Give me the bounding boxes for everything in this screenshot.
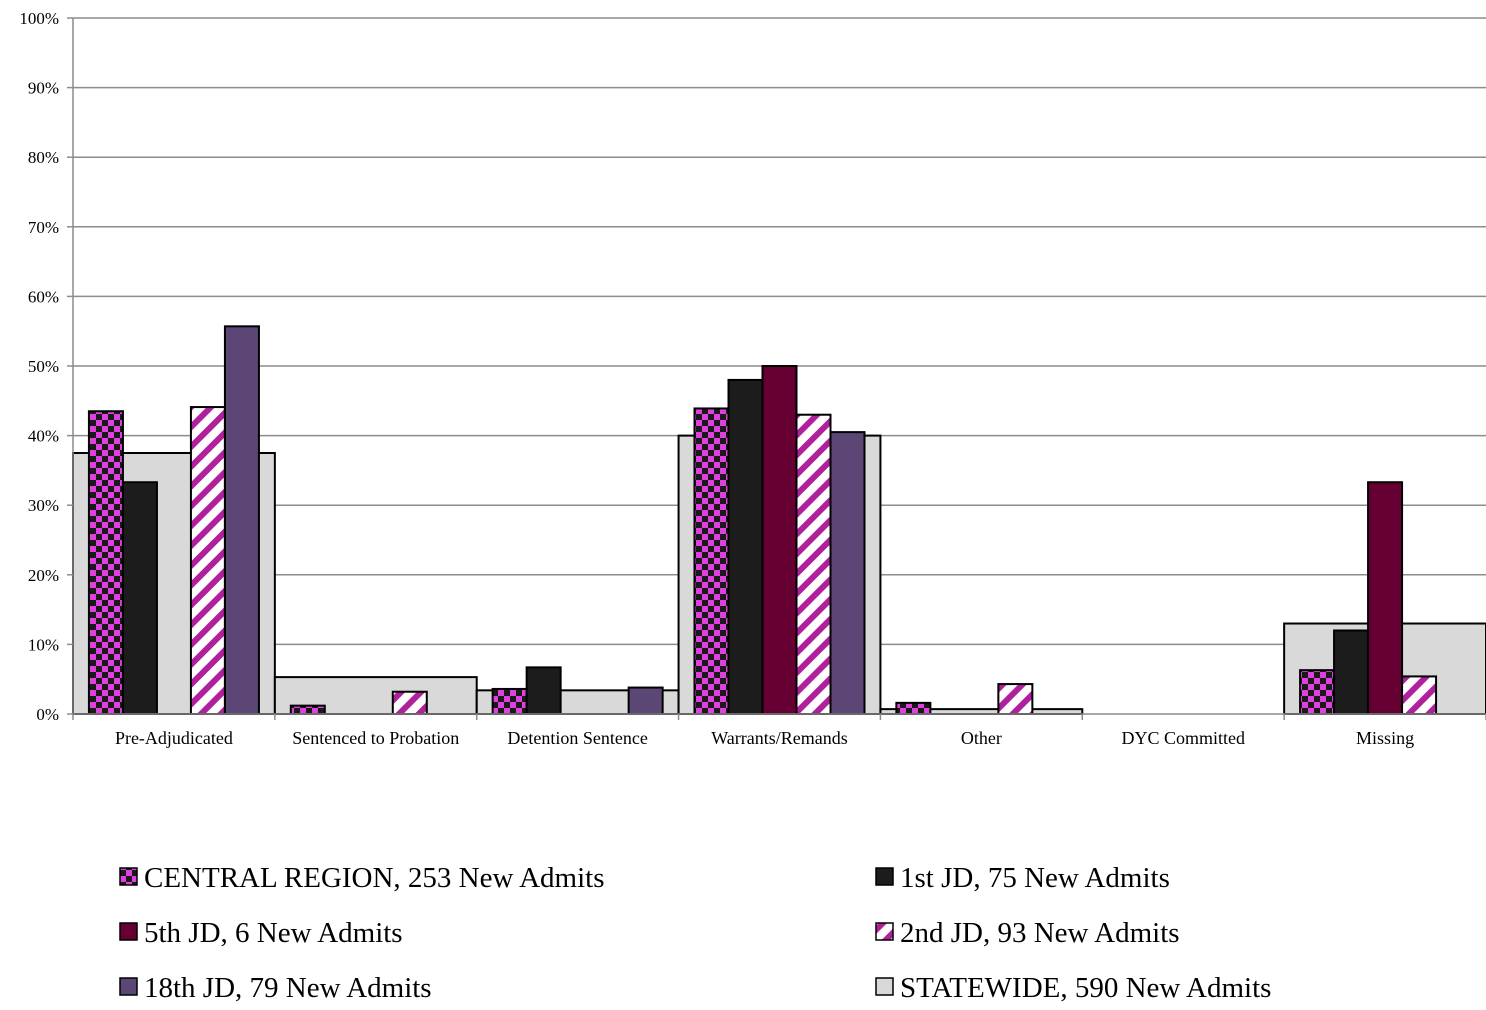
y-tick-label: 70% [28,218,59,237]
bar [829,431,866,715]
statewide-bar [273,676,478,715]
bar [895,701,932,716]
bar [121,481,158,715]
y-tick-label: 10% [28,635,59,654]
y-tick-label: 20% [28,566,59,585]
bar [87,410,124,715]
bar [997,683,1034,716]
x-tick-label: Sentenced to Probation [292,728,459,748]
bar [761,365,798,715]
legend-label: 5th JD, 6 New Admits [144,917,403,949]
y-tick-label: 60% [28,287,59,306]
y-tick-label: 40% [28,427,59,446]
legend-label: 2nd JD, 93 New Admits [900,917,1180,949]
axes: 0% 10% 20% 30% 40% 50% 60% 70% 80% 90% 100% Pre-Adj… [19,9,1486,748]
y-tick-label: 50% [28,357,59,376]
bar [391,690,428,716]
bar [795,413,832,715]
bar [693,407,730,715]
x-tick-label: Pre-Adjudicated [115,728,233,748]
legend-swatch [875,977,894,996]
x-tick-label: Detention Sentence [507,728,647,748]
bar [289,704,326,716]
legend-swatch [119,977,138,996]
bar [189,406,226,715]
y-tick-label: 90% [28,79,59,98]
y-tick-label: 0% [36,705,59,724]
bar [1367,481,1404,715]
x-tick-label: Warrants/Remands [711,728,848,748]
legend-swatch [119,867,138,886]
bar [1333,629,1370,715]
legend-swatch [875,867,894,886]
bar [525,666,562,715]
bar [627,686,664,716]
legend-label: CENTRAL REGION, 253 New Admits [144,862,605,894]
bar [223,325,260,715]
series-bars [87,325,1438,716]
bar [727,378,764,715]
bar [491,687,528,715]
bar [1401,675,1438,716]
bar [1299,669,1336,715]
y-tick-label: 80% [28,148,59,167]
legend-label: 1st JD, 75 New Admits [900,862,1170,894]
legend-swatch [119,922,138,941]
legend-swatch [875,922,894,941]
y-tick-label: 30% [28,496,59,515]
x-tick-label: Other [961,728,1002,748]
x-tick-label: Missing [1356,728,1414,748]
legend-label: STATEWIDE, 590 New Admits [900,972,1271,1004]
legend-label: 18th JD, 79 New Admits [144,972,432,1004]
y-tick-label: 100% [19,9,59,28]
x-tick-label: DYC Committed [1121,728,1245,748]
legend: CENTRAL REGION, 253 New Admits 1st JD, 75… [119,862,1271,1004]
